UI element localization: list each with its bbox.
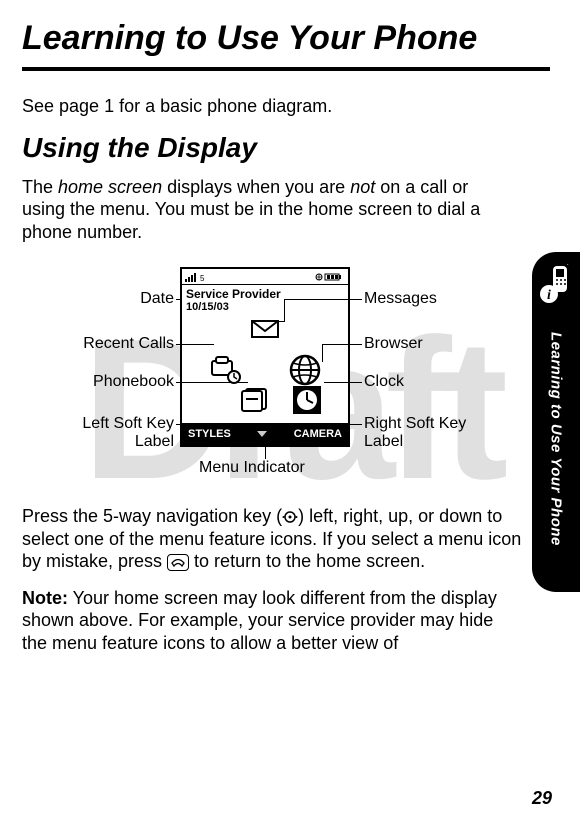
leader-line [342,424,343,438]
leader-line [176,424,186,425]
leader-line [322,344,323,362]
callout-phonebook: Phonebook [74,373,174,391]
callout-left-softkey-l2: Label [58,433,174,451]
svg-text:i: i [547,288,551,303]
svg-text:5: 5 [200,274,205,282]
menu-indicator-icon [257,431,267,437]
callout-menu-indicator: Menu Indicator [199,459,305,477]
icon-grid [182,315,348,415]
text-italic-not: not [350,177,375,197]
text: The [22,177,58,197]
callout-date: Date [124,290,174,308]
leader-line [265,447,266,459]
phone-info-icon: i [539,264,573,313]
section1-paragraph: The home screen displays when you are no… [22,176,512,244]
section-heading-using-display: Using the Display [22,132,550,164]
page-title: Learning to Use Your Phone [22,20,550,57]
note-text: Your home screen may look different from… [22,588,497,653]
callout-clock: Clock [364,373,404,391]
signal-icon: 5 [185,272,205,282]
side-tab-label: Learning to Use Your Phone [548,332,565,546]
battery-icon [315,272,345,282]
right-softkey-label: CAMERA [294,428,342,440]
leader-line [284,299,285,321]
leader-line [342,424,362,425]
callout-left-softkey-l1: Left Soft Key [58,415,174,433]
clock-icon [292,385,322,420]
leader-line [186,424,187,438]
nav-key-paragraph: Press the 5-way navigation key ( ) left,… [22,505,522,573]
page-number: 29 [532,788,552,809]
text: to return to the home screen. [189,551,425,571]
note-paragraph: Note: Your home screen may look differen… [22,587,522,655]
softkey-bar: STYLES CAMERA [182,423,348,445]
leader-line [176,344,214,345]
text: displays when you are [162,177,350,197]
leader-line [284,299,362,300]
recent-calls-icon [210,355,244,390]
messages-icon [250,319,280,344]
title-rule [22,67,550,71]
page-content: Learning to Use Your Phone See page 1 fo… [0,0,580,688]
date-text: 10/15/03 [182,301,348,315]
callout-browser: Browser [364,335,423,353]
callout-right-softkey-l1: Right Soft Key [364,415,466,433]
leader-line [324,382,362,383]
text: Press the 5-way navigation key ( [22,506,282,526]
callout-messages: Messages [364,290,437,308]
leader-line [176,382,248,383]
phonebook-icon [240,387,270,418]
end-key-glyph [167,554,189,570]
callout-right-softkey-l2: Label [364,433,403,451]
intro-paragraph: See page 1 for a basic phone diagram. [22,95,522,118]
phone-screen: 5 Service Provider 10/15/03 [180,267,350,447]
nav-key-glyph [282,509,298,527]
note-label: Note: [22,588,68,608]
side-tab: i Learning to Use Your Phone [532,252,580,592]
text-italic-home-screen: home screen [58,177,162,197]
left-softkey-label: STYLES [188,428,231,440]
leader-line [176,299,182,300]
status-bar: 5 [182,269,348,285]
home-screen-diagram: 5 Service Provider 10/15/03 [22,257,522,487]
leader-line [270,321,285,322]
callout-recent-calls: Recent Calls [62,335,174,353]
leader-line [322,344,362,345]
